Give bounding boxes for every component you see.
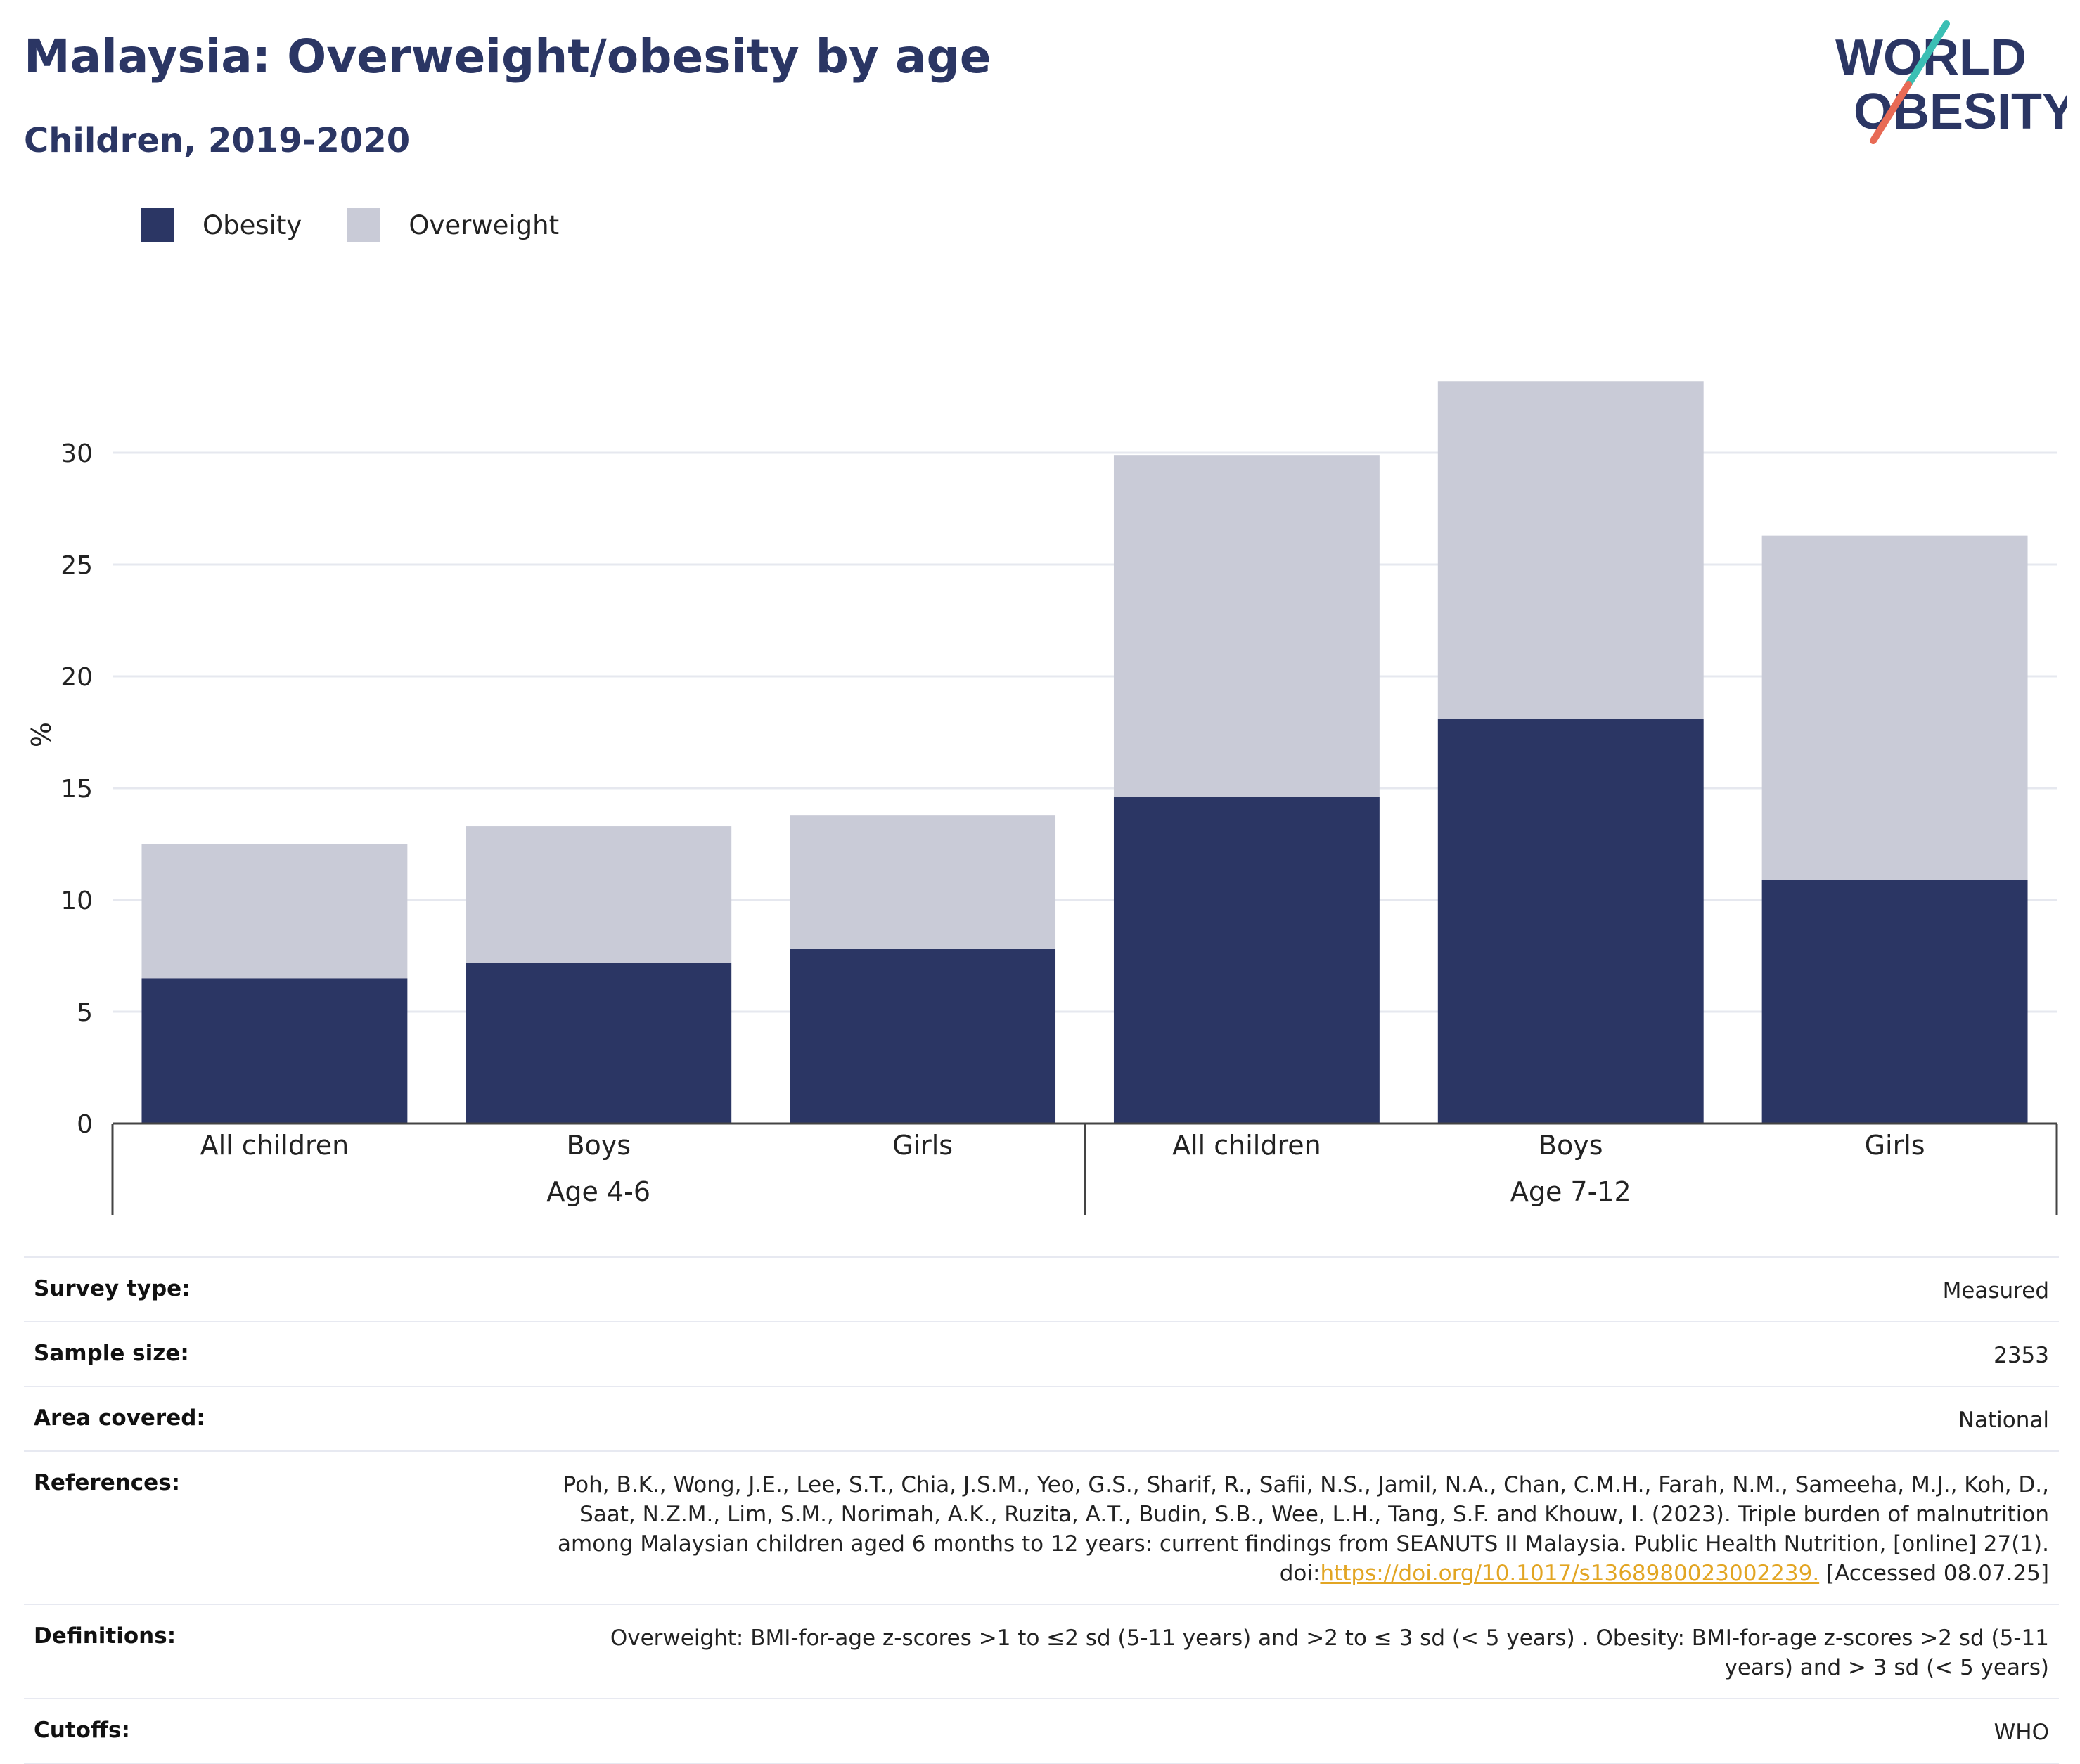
bar-obesity-4 bbox=[1437, 719, 1704, 1124]
x-category-label: Girls bbox=[1865, 1130, 1925, 1161]
definitions-label: Definitions: bbox=[34, 1623, 176, 1649]
chart-legend: Obesity Overweight bbox=[141, 208, 604, 242]
y-axis-label: % bbox=[26, 722, 57, 747]
references-label: References: bbox=[34, 1470, 181, 1495]
legend-item-overweight[interactable]: Overweight bbox=[347, 208, 559, 242]
bar-obesity-1 bbox=[466, 963, 732, 1124]
chart-subtitle: Children, 2019-2020 bbox=[24, 121, 411, 160]
definitions-value: Overweight: BMI-for-age z-scores >1 to ≤… bbox=[610, 1625, 2049, 1680]
x-group-label: Age 7-12 bbox=[1510, 1176, 1631, 1207]
references-accessed: [Accessed 08.07.25] bbox=[1819, 1561, 2049, 1586]
info-row-definitions: Definitions: Overweight: BMI-for-age z-s… bbox=[24, 1604, 2059, 1698]
bar-obesity-0 bbox=[141, 978, 408, 1124]
y-tick-label: 10 bbox=[60, 887, 93, 915]
x-category-label: All children bbox=[1172, 1130, 1321, 1161]
bar-overweight-5 bbox=[1761, 535, 2028, 880]
legend-label-overweight: Overweight bbox=[409, 210, 560, 240]
y-tick-label: 25 bbox=[60, 551, 93, 580]
y-tick-label: 15 bbox=[60, 775, 93, 804]
area-covered-label: Area covered: bbox=[34, 1405, 205, 1431]
area-covered-value: National bbox=[1958, 1408, 2049, 1433]
sample-size-value: 2353 bbox=[1994, 1343, 2049, 1368]
info-row-area-covered: Area covered: National bbox=[24, 1386, 2059, 1450]
legend-swatch-overweight bbox=[347, 208, 381, 242]
references-doi-link[interactable]: https://doi.org/10.1017/s136898002300223… bbox=[1320, 1561, 1820, 1586]
sample-size-label: Sample size: bbox=[34, 1341, 189, 1366]
y-tick-label: 30 bbox=[60, 439, 93, 468]
x-category-label: Boys bbox=[1539, 1130, 1603, 1161]
survey-type-value: Measured bbox=[1942, 1278, 2049, 1303]
stacked-bar-chart: 0 5 10 15 20 25 30% All children Boys Girls All ch… bbox=[26, 381, 2058, 1215]
cutoffs-label: Cutoffs: bbox=[34, 1718, 130, 1743]
info-table: Survey type: Measured Sample size: 2353 … bbox=[24, 1256, 2059, 1764]
info-row-sample-size: Sample size: 2353 bbox=[24, 1321, 2059, 1386]
x-category-label: All children bbox=[200, 1130, 349, 1161]
chart-title: Malaysia: Overweight/obesity by age bbox=[24, 30, 991, 84]
y-tick-label: 0 bbox=[77, 1110, 93, 1139]
bar-obesity-3 bbox=[1113, 797, 1380, 1124]
bar-obesity-5 bbox=[1761, 880, 2028, 1124]
legend-item-obesity[interactable]: Obesity bbox=[141, 208, 302, 242]
info-row-references: References: Poh, B.K., Wong, J.E., Lee, … bbox=[24, 1450, 2059, 1604]
y-tick-label: 20 bbox=[60, 663, 93, 692]
bar-overweight-3 bbox=[1113, 455, 1380, 797]
references-text: Poh, B.K., Wong, J.E., Lee, S.T., Chia, … bbox=[558, 1472, 2049, 1586]
legend-label-obesity: Obesity bbox=[203, 210, 302, 240]
info-row-survey-type: Survey type: Measured bbox=[24, 1256, 2059, 1321]
info-row-cutoffs: Cutoffs: WHO bbox=[24, 1698, 2059, 1764]
x-category-label: Boys bbox=[566, 1130, 631, 1161]
x-group-label: Age 4-6 bbox=[546, 1176, 650, 1207]
legend-swatch-obesity bbox=[141, 208, 174, 242]
bar-overweight-0 bbox=[141, 844, 408, 979]
svg-text:WORLD: WORLD bbox=[1835, 30, 2027, 86]
bar-overweight-4 bbox=[1437, 381, 1704, 719]
cutoffs-value: WHO bbox=[1994, 1720, 2049, 1745]
survey-type-label: Survey type: bbox=[34, 1276, 191, 1301]
world-obesity-logo: WORLD OBESITY bbox=[1835, 20, 2067, 144]
references-value: Poh, B.K., Wong, J.E., Lee, S.T., Chia, … bbox=[502, 1470, 2049, 1588]
bar-overweight-2 bbox=[790, 815, 1056, 949]
svg-text:OBESITY: OBESITY bbox=[1854, 84, 2067, 140]
y-tick-label: 5 bbox=[77, 998, 93, 1027]
bar-obesity-2 bbox=[790, 948, 1056, 1124]
bar-overweight-1 bbox=[466, 826, 732, 963]
x-category-label: Girls bbox=[892, 1130, 953, 1161]
